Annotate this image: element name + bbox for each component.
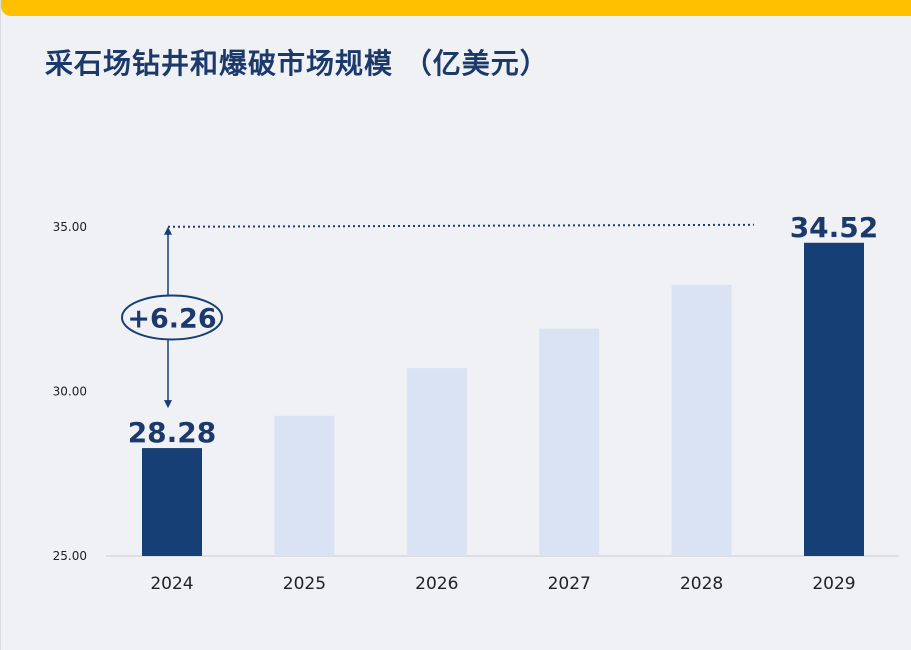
x-tick-label: 2029 — [812, 574, 855, 594]
data-label-2024: 28.28 — [128, 416, 217, 449]
y-tick-label: 25.00 — [53, 549, 87, 563]
bar-2027 — [539, 328, 600, 556]
x-tick-label: 2024 — [150, 574, 193, 594]
x-tick-label: 2025 — [283, 574, 326, 594]
bar-2025 — [274, 415, 335, 556]
accent-top-bar — [1, 0, 911, 16]
annotation-arrowhead-down — [164, 400, 172, 409]
x-tick-label: 2027 — [548, 574, 591, 594]
y-tick-label: 35.00 — [53, 220, 87, 234]
annotation-ellipse — [121, 294, 223, 341]
data-label-2029: 34.52 — [790, 211, 879, 244]
annotation-dotted-line — [167, 223, 755, 228]
bar-2026 — [406, 368, 467, 556]
y-tick-label: 30.00 — [53, 385, 87, 399]
bar-2029 — [804, 242, 864, 557]
annotation-label: +6.26 — [127, 303, 216, 334]
chart-title: 采石场钻井和爆破市场规模 （亿美元） — [45, 47, 549, 80]
bar-2024 — [142, 448, 202, 556]
x-tick-label: 2028 — [680, 574, 723, 594]
x-tick-label: 2026 — [415, 574, 458, 594]
annotation-arrowhead-up — [164, 226, 172, 235]
bar-2028 — [671, 284, 732, 556]
